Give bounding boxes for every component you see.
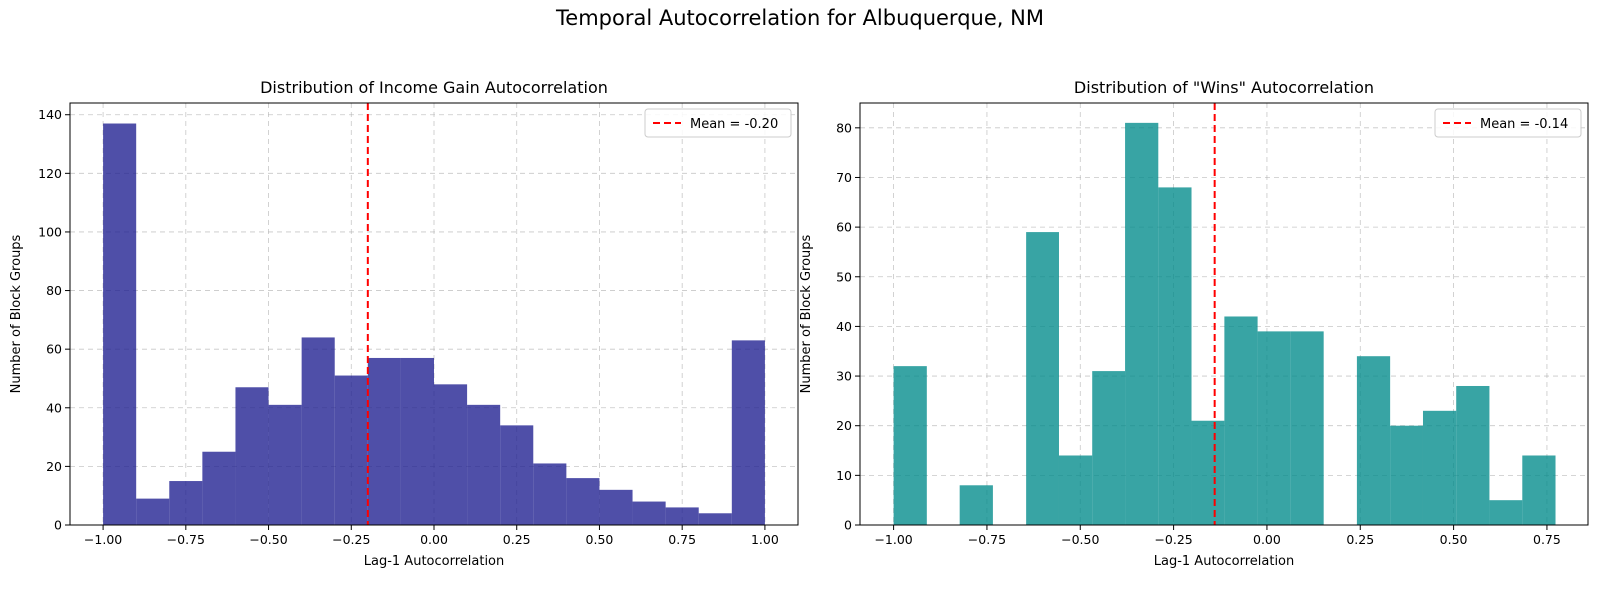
histogram-bar [235, 387, 269, 525]
x-axis-label: Lag-1 Autocorrelation [364, 554, 505, 569]
y-tick-label: 100 [38, 224, 62, 239]
histogram-bar [1522, 455, 1556, 525]
x-tick-label: −0.75 [167, 532, 205, 547]
histogram-bar [1422, 410, 1457, 525]
histogram-bar [467, 404, 501, 525]
histogram-bar [202, 451, 236, 525]
x-tick-label: −0.50 [249, 532, 287, 547]
figure-title: Temporal Autocorrelation for Albuquerque… [556, 6, 1044, 30]
x-tick-label: −0.50 [1061, 532, 1099, 547]
y-tick-label: 50 [836, 269, 852, 284]
histogram-bar [1125, 122, 1159, 525]
x-axis-label: Lag-1 Autocorrelation [1154, 554, 1295, 569]
legend-box [1434, 108, 1582, 138]
histogram-bar [1058, 455, 1093, 525]
y-tick-label: 40 [836, 319, 852, 334]
y-tick-label: 60 [836, 220, 852, 235]
histogram-bar [136, 498, 170, 525]
histogram-bar [731, 340, 765, 525]
histogram-bar [1191, 420, 1225, 525]
y-tick-label: 70 [836, 170, 852, 185]
histogram-bar [103, 123, 137, 525]
histogram-bar [893, 366, 927, 525]
histogram-bar [1356, 356, 1391, 525]
x-tick-label: −0.25 [332, 532, 370, 547]
panel-title: Distribution of "Wins" Autocorrelation [1074, 78, 1374, 97]
histogram-bar [1489, 500, 1523, 525]
y-tick-label: 30 [836, 369, 852, 384]
y-tick-label: 140 [38, 107, 62, 122]
histogram-bar [169, 481, 203, 525]
y-tick-label: 10 [836, 468, 852, 483]
histogram-bar [500, 425, 534, 525]
y-tick-label: 0 [54, 518, 62, 533]
x-tick-label: 0.00 [1253, 532, 1281, 547]
histogram-bar [434, 384, 468, 525]
y-tick-label: 40 [46, 400, 62, 415]
histogram-bar [367, 357, 401, 525]
legend-box [644, 108, 792, 138]
x-tick-label: 1.00 [751, 532, 779, 547]
histogram-bar [268, 404, 302, 525]
y-tick-label: 60 [46, 342, 62, 357]
x-tick-label: 0.75 [1533, 532, 1561, 547]
histogram-bar [533, 463, 567, 525]
histogram-bar [566, 478, 600, 525]
histogram-bar [301, 337, 335, 525]
y-tick-label: 80 [46, 283, 62, 298]
legend-label: Mean = -0.20 [690, 117, 778, 132]
histogram-bar [1257, 331, 1291, 525]
x-tick-label: −0.75 [968, 532, 1006, 547]
histogram-bar [665, 507, 699, 525]
histogram-bar [1456, 385, 1490, 525]
histogram-bar [1026, 232, 1059, 526]
histogram-bar [632, 501, 666, 525]
histogram-bar [599, 489, 633, 525]
y-tick-label: 20 [836, 418, 852, 433]
histogram-bar [334, 375, 368, 525]
histogram-bar [1390, 425, 1423, 525]
histogram-bar [1158, 187, 1192, 525]
histogram-bar [1224, 316, 1258, 525]
y-axis-label: Number of Block Groups [799, 234, 814, 393]
y-axis-label: Number of Block Groups [9, 234, 24, 393]
x-tick-label: 0.25 [503, 532, 531, 547]
histogram-bar [1290, 331, 1324, 525]
x-tick-label: 0.75 [668, 532, 696, 547]
histogram-bar [698, 513, 732, 525]
y-tick-label: 120 [38, 166, 62, 181]
y-tick-label: 0 [844, 518, 852, 533]
x-tick-label: −0.25 [1154, 532, 1192, 547]
x-tick-label: −1.00 [874, 532, 912, 547]
histogram-bar [1092, 371, 1126, 525]
histogram-bar [400, 357, 434, 525]
x-tick-label: 0.25 [1346, 532, 1374, 547]
y-tick-label: 80 [836, 120, 852, 135]
histogram-bar [959, 485, 993, 525]
panel-title: Distribution of Income Gain Autocorrelat… [260, 78, 608, 97]
x-tick-label: −1.00 [84, 532, 122, 547]
x-tick-label: 0.50 [1440, 532, 1468, 547]
y-tick-label: 20 [46, 459, 62, 474]
x-tick-label: 0.50 [586, 532, 614, 547]
x-tick-label: 0.00 [420, 532, 448, 547]
axes-frame [859, 102, 1589, 526]
legend-label: Mean = -0.14 [1480, 117, 1568, 132]
